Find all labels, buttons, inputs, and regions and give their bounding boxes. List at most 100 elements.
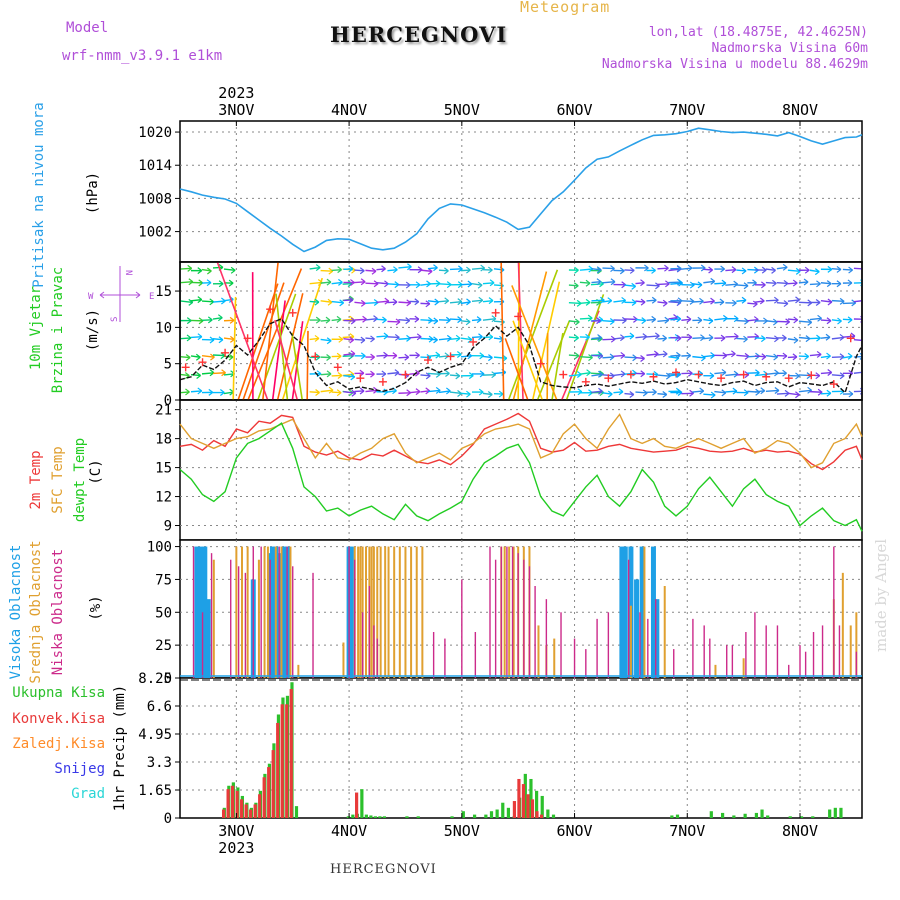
gust-mark — [762, 372, 771, 381]
wind-arrow — [331, 391, 342, 394]
compass-north: N — [123, 270, 133, 275]
wind-arrow-head — [710, 277, 716, 285]
wind-arrow-head — [621, 316, 627, 324]
wind-arrow-head — [710, 391, 716, 399]
wind-arrow — [190, 298, 202, 302]
precip-bar — [373, 816, 377, 818]
wind-arrow — [276, 293, 304, 400]
wind-arrow — [180, 391, 190, 394]
wind-arrow-head — [360, 299, 366, 307]
wind-arrow-head — [392, 298, 398, 306]
gust-mark — [288, 308, 297, 317]
precip-bar — [534, 790, 539, 818]
wind-arrow-head — [741, 267, 747, 275]
cloud-bar — [494, 559, 497, 678]
wind-arrow-head — [573, 282, 579, 290]
wind-arrow-head — [804, 353, 810, 361]
wind-arrow-head — [709, 372, 715, 380]
wind-arrow — [365, 269, 377, 272]
wind-arrow-head — [596, 266, 602, 274]
cloud-bar — [281, 546, 287, 678]
cloud-bar — [244, 572, 247, 678]
wind-arrow-head — [686, 352, 692, 360]
wind-arrow-head — [219, 389, 225, 396]
precip-bar — [355, 792, 359, 818]
wind-arrow — [354, 318, 367, 321]
cloud-bar — [528, 566, 531, 678]
wind-arrow — [568, 284, 579, 287]
wind-arrow-head — [315, 264, 321, 272]
wind-arrow-head — [631, 299, 637, 306]
cloud-bar — [263, 546, 266, 678]
cloud-bar — [404, 546, 407, 678]
wind-arrow — [320, 319, 331, 322]
cloud-bar — [278, 546, 280, 678]
precip-bar — [378, 816, 382, 818]
wind-arrow-head — [676, 334, 682, 342]
cloud-bar — [246, 546, 249, 678]
wind-arrow — [657, 267, 669, 270]
gust-mark — [807, 371, 816, 380]
wind-arrow-head — [394, 281, 400, 289]
wind-arrow — [387, 283, 399, 286]
wind-arrow-head — [708, 266, 713, 274]
wind-arrow-head — [221, 369, 226, 377]
wind-arrow-head — [785, 318, 790, 326]
wind-arrow — [482, 317, 496, 321]
wind-arrow-head — [381, 265, 386, 273]
wind-arrow-head — [197, 296, 203, 304]
wind-arrow-head — [337, 266, 342, 274]
wind-arrow-head — [337, 371, 343, 379]
wind-arrow-head — [596, 278, 602, 286]
gust-mark — [333, 363, 342, 372]
wind-arrow-head — [816, 280, 821, 288]
wind-arrow — [765, 281, 777, 285]
precip-bar — [530, 799, 535, 818]
cloud-bar — [237, 566, 240, 678]
wind-arrow — [579, 268, 593, 271]
wind-arrow-head — [350, 279, 355, 287]
wind-arrow — [787, 338, 799, 341]
cloud-bar — [812, 632, 815, 678]
wind-arrow-head — [655, 282, 660, 290]
wind-arrow-head — [771, 266, 776, 274]
precip-bar — [461, 811, 465, 818]
wind-arrow-head — [360, 278, 366, 286]
wind-arrow — [376, 268, 386, 271]
wind-arrow — [657, 392, 667, 396]
wind-arrow — [657, 353, 668, 356]
wind-arrow — [387, 389, 397, 393]
wind-arrow — [613, 373, 626, 377]
precip-bar — [364, 814, 368, 818]
y-tick-label: 1020 — [138, 125, 172, 141]
wind-arrow-head — [491, 315, 497, 323]
precip-bar — [221, 809, 226, 818]
wind-arrow — [624, 356, 637, 359]
wind-arrow-head — [618, 388, 624, 396]
wind-arrow — [670, 336, 682, 339]
wind-arrow-head — [491, 371, 497, 379]
wind-arrow — [591, 280, 601, 284]
wind-arrow-head — [195, 353, 201, 361]
cloud-bar — [269, 559, 271, 678]
y-tick-label: 25 — [155, 638, 172, 654]
wind-arrow-head — [782, 263, 788, 271]
wind-arrow — [681, 318, 691, 321]
cloud-bar — [622, 546, 628, 678]
cloud-bar — [260, 546, 262, 678]
wind-arrow — [668, 316, 678, 320]
wind-arrow — [853, 267, 862, 270]
gust-mark — [694, 370, 703, 379]
wind-arrow-head — [792, 279, 798, 287]
wind-arrow — [692, 300, 704, 303]
wind-arrow — [646, 318, 656, 322]
wind-arrow — [703, 393, 716, 396]
y-tick-label: 0 — [164, 671, 172, 687]
wind-arrow — [798, 336, 810, 340]
precip-bar — [529, 778, 533, 818]
precip-bar — [743, 813, 747, 818]
cloud-bar — [607, 612, 610, 678]
wind-arrow-head — [863, 297, 867, 303]
wind-arrow — [831, 267, 841, 271]
wind-arrow — [657, 337, 667, 340]
